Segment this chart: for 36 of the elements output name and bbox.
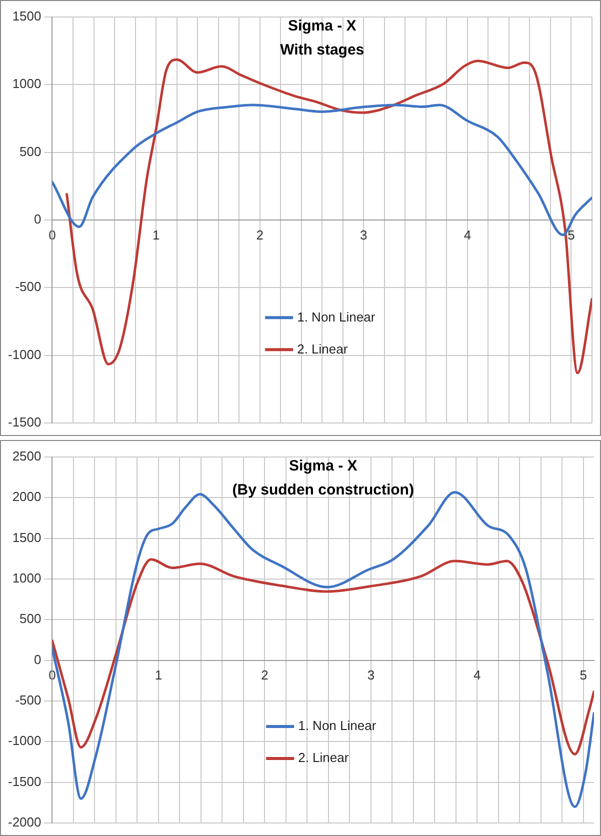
y-tick-label: -1000 xyxy=(8,733,42,748)
x-tick-label: 5 xyxy=(580,668,587,683)
y-tick-label: -500 xyxy=(15,692,42,708)
x-tick-label: 4 xyxy=(474,668,481,683)
y-tick-label: 2500 xyxy=(12,448,42,464)
y-tick-label: -500 xyxy=(15,279,42,294)
legend-label: 2. Linear xyxy=(298,750,350,766)
y-tick-label: 500 xyxy=(20,611,42,626)
x-tick-label: 3 xyxy=(360,227,368,242)
y-tick-label: 1500 xyxy=(12,8,42,24)
text: (By sudden construction) xyxy=(232,482,414,499)
legend-label: 1. Non Linear xyxy=(298,718,377,734)
x-tick-label: 3 xyxy=(367,668,375,683)
x-tick-label: 4 xyxy=(464,227,472,242)
text: With stages xyxy=(280,42,364,59)
y-tick-label: -2000 xyxy=(8,814,42,830)
legend-label: 2. Linear xyxy=(297,341,348,356)
y-tick-label: 0 xyxy=(34,212,42,227)
y-tick-label: 1000 xyxy=(12,570,42,586)
y-tick-label: 1500 xyxy=(12,530,42,545)
x-tick-label: 1 xyxy=(154,668,162,683)
x-tick-label: 2 xyxy=(261,668,268,683)
x-tick-label: 1 xyxy=(152,227,160,242)
y-tick-label: -1500 xyxy=(8,414,42,430)
y-tick-label: 2000 xyxy=(12,489,42,504)
y-tick-label: 1000 xyxy=(12,76,42,92)
x-tick-label: 2 xyxy=(256,227,264,242)
line-series xyxy=(66,58,592,374)
chart-title: Sigma - X xyxy=(288,458,358,475)
y-tick-label: 500 xyxy=(20,144,42,159)
y-tick-label: -1500 xyxy=(8,774,42,789)
legend-label: 1. Non Linear xyxy=(297,309,376,324)
x-tick-label: 5 xyxy=(568,227,575,242)
y-tick-label: -1000 xyxy=(8,346,42,362)
chart-title: Sigma - X xyxy=(288,18,356,35)
y-tick-label: 0 xyxy=(34,652,42,667)
